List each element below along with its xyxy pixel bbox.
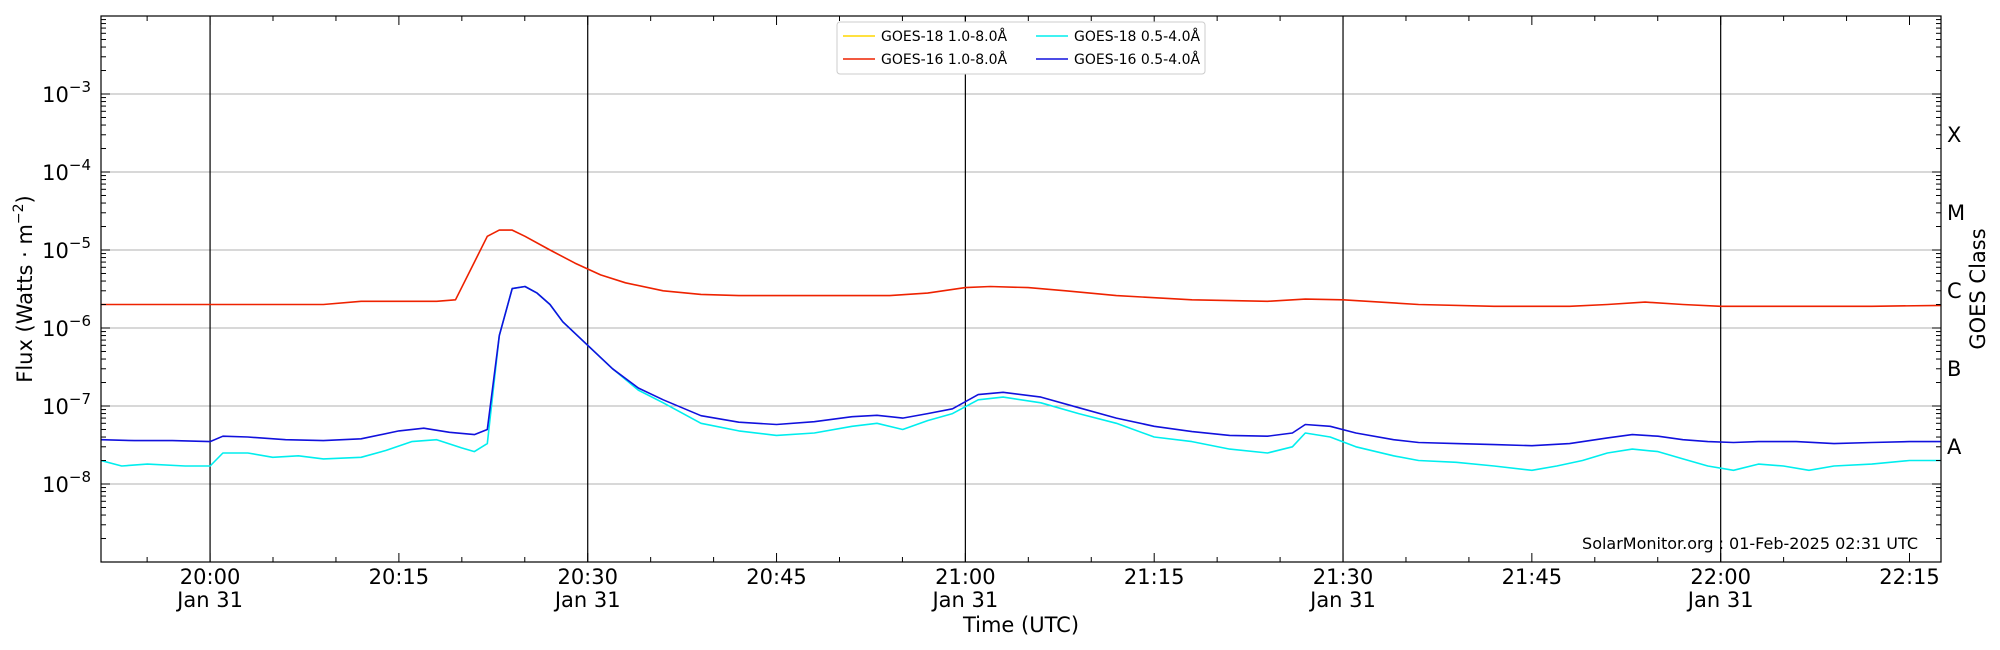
goes-class-c: C (1947, 279, 1962, 303)
x-tick-label: 21:15 (1124, 565, 1185, 589)
y2-axis-label: GOES Class (1966, 228, 1990, 349)
x-tick-label: 21:30 (1313, 565, 1374, 589)
series-lines (101, 229, 1941, 472)
goes-class-m: M (1947, 201, 1965, 225)
x-tick-label: 20:00 (180, 565, 241, 589)
legend-label-goes16-short: GOES-16 0.5-4.0Å (1074, 51, 1200, 68)
y-tick-label: 10−5 (42, 234, 91, 263)
x-tick-date-label: Jan 31 (1686, 588, 1754, 612)
y-tick-label: 10−7 (42, 390, 91, 419)
x-tick-label: 22:00 (1690, 565, 1751, 589)
legend: GOES-18 1.0-8.0Å GOES-16 1.0-8.0Å GOES-1… (836, 21, 1206, 75)
x-tick-date-label: Jan 31 (930, 588, 998, 612)
goes-class-labels: X M C B A (1947, 123, 1965, 459)
x-axis-label: Time (UTC) (962, 613, 1079, 637)
goes16-short-line (101, 285, 1941, 447)
x-tick-date-label: Jan 31 (1308, 588, 1376, 612)
x-tick-date-label: Jan 31 (553, 588, 621, 612)
time-markers (209, 16, 1722, 562)
axis-ticks (101, 16, 1941, 563)
y-tick-label: 10−4 (42, 156, 91, 185)
watermark-text: SolarMonitor.org : 01-Feb-2025 02:31 UTC (1582, 534, 1918, 553)
grid (101, 93, 1941, 485)
legend-frame (836, 21, 1206, 75)
goes-class-b: B (1947, 357, 1961, 381)
goes18-short-line (101, 285, 1941, 472)
x-tick-label: 20:30 (557, 565, 618, 589)
goes16-long-line (101, 229, 1941, 308)
x-tick-label: 20:15 (369, 565, 430, 589)
x-tick-date-label: Jan 31 (175, 588, 243, 612)
legend-label-goes18-long: GOES-18 1.0-8.0Å (881, 28, 1007, 45)
x-tick-label: 22:15 (1879, 565, 1940, 589)
y-tick-label: 10−6 (42, 312, 91, 341)
x-tick-label: 21:45 (1502, 565, 1563, 589)
goes-class-x: X (1947, 123, 1961, 147)
goes-class-a: A (1947, 435, 1962, 459)
legend-label-goes16-long: GOES-16 1.0-8.0Å (881, 51, 1007, 68)
plot-frame (100, 15, 1942, 563)
legend-label-goes18-short: GOES-18 0.5-4.0Å (1074, 28, 1200, 45)
y-tick-label: 10−3 (42, 78, 91, 107)
y-tick-labels: 10−8 10−7 10−6 10−5 10−4 10−3 (42, 78, 91, 497)
x-tick-label: 20:45 (746, 565, 807, 589)
y-tick-label: 10−8 (42, 468, 91, 497)
x-tick-label: 21:00 (935, 565, 996, 589)
y-axis-label: Flux (Watts · m−2) (11, 195, 37, 383)
